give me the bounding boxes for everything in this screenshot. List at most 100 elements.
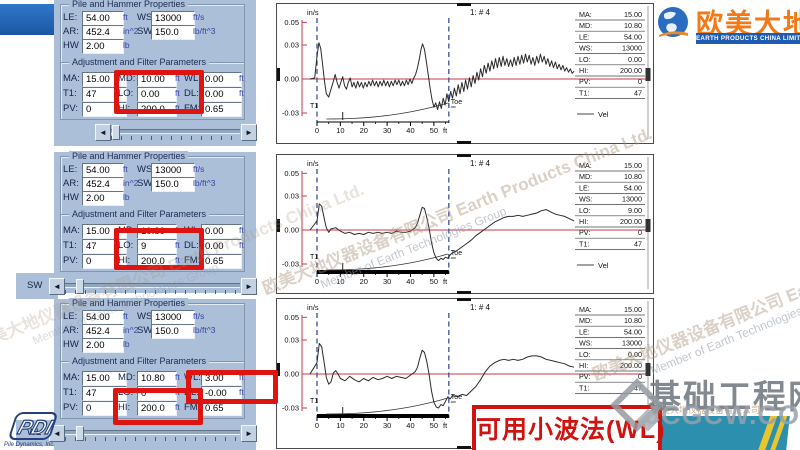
svg-text:PDI: PDI <box>15 416 57 438</box>
field-wl[interactable]: 0.00 <box>201 72 242 87</box>
field-label: HI: <box>118 103 131 114</box>
field-fm[interactable]: 0.65 <box>201 102 242 117</box>
field-md[interactable]: 10.80 <box>137 371 177 386</box>
svg-text:Vel: Vel <box>598 110 609 119</box>
field-ar[interactable]: 452.4 <box>82 25 124 40</box>
unit-label: ft <box>175 73 180 83</box>
field-label: T1: <box>63 387 77 398</box>
field-le[interactable]: 54.00 <box>82 163 124 178</box>
field-sw[interactable]: 150.0 <box>151 25 195 40</box>
svg-text:10: 10 <box>336 421 344 430</box>
svg-text:PV:: PV: <box>579 228 590 237</box>
unit-label: in^2 <box>123 325 139 335</box>
slider-right-arrow[interactable]: ► <box>241 425 257 442</box>
svg-text:0: 0 <box>638 372 642 381</box>
splitter-handle[interactable] <box>277 68 280 81</box>
svg-text:30: 30 <box>383 277 391 286</box>
highlight-box-lo <box>114 228 204 270</box>
svg-text:0: 0 <box>638 77 642 86</box>
svg-text:40: 40 <box>406 277 414 286</box>
resize-handle[interactable] <box>457 298 471 301</box>
unit-label: lb <box>123 192 130 202</box>
field-le[interactable]: 54.00 <box>82 11 124 26</box>
highlight-box-lo-2 <box>113 388 203 425</box>
svg-text:HI:: HI: <box>579 361 588 370</box>
splitter-handle[interactable] <box>277 219 280 232</box>
resize-handle[interactable] <box>457 154 471 157</box>
svg-text:0: 0 <box>315 421 319 430</box>
svg-text:LO:: LO: <box>579 350 591 359</box>
resize-handle[interactable] <box>457 291 471 294</box>
field-hw[interactable]: 2.00 <box>82 39 124 54</box>
resize-handle[interactable] <box>457 446 471 449</box>
splitter-handle[interactable] <box>277 363 280 376</box>
pdi-caption: Pile Dynamics, Inc. <box>4 442 56 448</box>
field-ws[interactable]: 13000 <box>151 163 195 178</box>
field-le[interactable]: 54.00 <box>82 310 124 325</box>
field-ws[interactable]: 13000 <box>151 310 195 325</box>
slider-right-arrow[interactable]: ► <box>241 124 257 141</box>
chart-canvas: 0.05 0.03 0.00 -0.03 in/s 1: # 4 0 10 20 30 40 50 ft… <box>282 301 651 444</box>
slider-right-arrow[interactable]: ► <box>241 278 257 295</box>
field-sw[interactable]: 150.0 <box>151 177 195 192</box>
chart-scrollbar-thumb[interactable] <box>645 363 651 376</box>
svg-text:1: # 4: 1: # 4 <box>470 303 491 312</box>
field-label: HW <box>63 192 79 203</box>
field-label: MA: <box>63 372 80 383</box>
field-hw[interactable]: 2.00 <box>82 191 124 206</box>
stamp-site-url: JCGCW.COM <box>645 400 800 430</box>
field-hi[interactable]: 200.0 <box>137 401 177 416</box>
svg-text:T1:: T1: <box>579 88 589 97</box>
field-hw[interactable]: 2.00 <box>82 338 124 353</box>
svg-text:15.00: 15.00 <box>624 305 642 314</box>
slider-track[interactable] <box>65 283 240 288</box>
unit-label: ft <box>239 88 244 98</box>
unit-label: ft <box>123 164 128 174</box>
field-sw[interactable]: 150.0 <box>151 324 195 339</box>
svg-text:Toe: Toe <box>451 99 462 106</box>
slider-left-arrow[interactable]: ◄ <box>49 278 65 295</box>
field-ar[interactable]: 452.4 <box>82 177 124 192</box>
unit-label: ft <box>175 240 180 250</box>
svg-text:0: 0 <box>638 228 642 237</box>
slider-ticks <box>111 136 240 140</box>
svg-text:LE:: LE: <box>579 183 590 192</box>
resize-handle[interactable] <box>457 141 471 144</box>
unit-label: ft <box>239 387 244 397</box>
field-ws[interactable]: 13000 <box>151 11 195 26</box>
svg-text:LE:: LE: <box>579 327 590 336</box>
slider-track[interactable] <box>65 430 240 435</box>
field-wl[interactable]: 0.00 <box>201 224 242 239</box>
adjust-filter-group: Adjustment and Filter Parameters <box>60 209 245 272</box>
group-title: Adjustment and Filter Parameters <box>69 57 210 67</box>
svg-text:LE:: LE: <box>579 32 590 41</box>
svg-text:0.03: 0.03 <box>284 41 299 50</box>
field-ar[interactable]: 452.4 <box>82 324 124 339</box>
unit-label: ft <box>175 372 180 382</box>
field-dl[interactable]: 0.00 <box>201 239 242 254</box>
field-ma[interactable]: 15.00 <box>82 371 127 386</box>
field-fm[interactable]: 0.65 <box>201 254 242 269</box>
resize-handle[interactable] <box>457 3 471 6</box>
field-lo[interactable]: 9 <box>137 239 177 254</box>
svg-text:MD:: MD: <box>579 172 592 181</box>
slider-track[interactable] <box>111 129 240 134</box>
slider-left-arrow[interactable]: ◄ <box>95 124 111 141</box>
unit-label: lb <box>123 40 130 50</box>
svg-text:200.00: 200.00 <box>620 217 642 226</box>
field-lo[interactable]: 0.00 <box>137 87 177 102</box>
svg-text:T1: T1 <box>310 398 318 405</box>
globe-icon <box>656 6 691 41</box>
svg-text:40: 40 <box>406 421 414 430</box>
svg-text:10: 10 <box>336 277 344 286</box>
svg-text:0.05: 0.05 <box>284 313 299 322</box>
chart-scrollbar-thumb[interactable] <box>645 219 651 232</box>
slider-ticks <box>65 437 240 441</box>
unit-label: ft <box>175 402 180 412</box>
field-label: LE: <box>63 12 78 23</box>
field-dl[interactable]: 0.00 <box>201 87 242 102</box>
svg-text:PV:: PV: <box>579 77 590 86</box>
chart-scrollbar-thumb[interactable] <box>645 68 651 81</box>
svg-text:Vel: Vel <box>598 261 609 270</box>
unit-label: ft <box>175 255 180 265</box>
